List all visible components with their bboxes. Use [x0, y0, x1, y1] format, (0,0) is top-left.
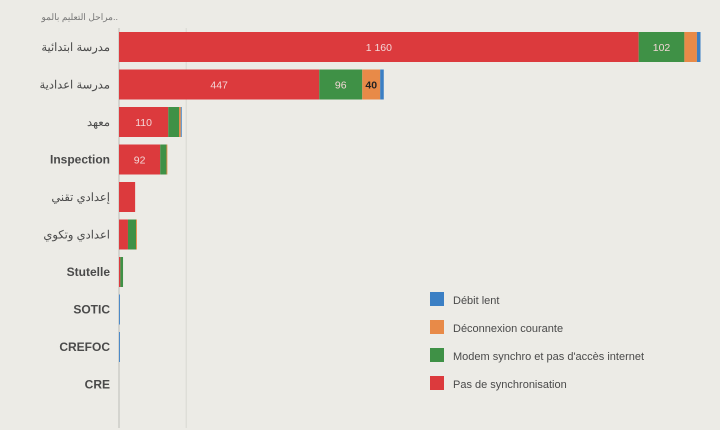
- bar-segment-d-connexion-courante: [166, 144, 168, 175]
- bar-segment-d-bit-lent: [380, 69, 384, 100]
- chart-title: مراحل التعليم بالمو..: [40, 12, 118, 23]
- legend-swatch: [430, 348, 444, 362]
- bar-segment-modem-synchro-et-pas-d-acc-s-internet: [127, 219, 137, 250]
- bar-segment-d-bit-lent: [180, 107, 182, 137]
- data-labels: 1 160 102 447 96 40 110 92: [134, 42, 671, 167]
- bar-segment-pas-de-synchronisation: [119, 32, 639, 62]
- legend-item: Modem synchro et pas d'accès internet: [430, 348, 644, 363]
- bar-segment-pas-de-synchronisation: [119, 257, 121, 287]
- category-label: اعدادي وتكوي: [43, 229, 110, 242]
- data-label: 92: [134, 155, 146, 167]
- data-label: 447: [210, 80, 228, 92]
- bar-segment-modem-synchro-et-pas-d-acc-s-internet: [319, 69, 363, 100]
- legend-label: Débit lent: [453, 295, 499, 307]
- data-label: 96: [335, 80, 347, 92]
- bar-segment-d-connexion-courante: [362, 69, 381, 100]
- bar-segment-pas-de-synchronisation: [119, 107, 169, 137]
- category-label: CRE: [85, 378, 110, 392]
- legend-label: Modem synchro et pas d'accès internet: [453, 351, 644, 363]
- legend-swatch: [430, 292, 444, 306]
- data-label: 110: [135, 117, 152, 129]
- bar-segment-modem-synchro-et-pas-d-acc-s-internet: [168, 107, 180, 137]
- bars: [119, 32, 701, 362]
- bar-segment-modem-synchro-et-pas-d-acc-s-internet: [160, 144, 167, 175]
- category-label: SOTIC: [73, 303, 110, 317]
- bar-segment-d-bit-lent: [696, 32, 701, 62]
- category-label: إعدادي تقني: [51, 191, 110, 205]
- legend-label: Déconnexion courante: [453, 323, 563, 335]
- category-label: معهد: [87, 117, 110, 129]
- category-label: CREFOC: [59, 340, 110, 354]
- category-label: Stutelle: [67, 265, 111, 279]
- bar-segment-pas-de-synchronisation: [119, 219, 128, 250]
- data-label: 40: [365, 80, 377, 92]
- bar-segment-d-connexion-courante: [136, 219, 137, 250]
- category-labels: مدرسة ابتدائية مدرسة اعدادية معهد Inspectio…: [39, 41, 110, 392]
- legend-item: Débit lent: [430, 292, 499, 307]
- bar-segment-d-bit-lent: [119, 294, 120, 325]
- category-label: مدرسة ابتدائية: [41, 41, 110, 54]
- bar-segment-d-connexion-courante: [179, 107, 181, 137]
- bar-segment-pas-de-synchronisation: [119, 182, 136, 212]
- bar-segment-pas-de-synchronisation: [119, 144, 161, 175]
- legend-swatch: [430, 376, 444, 390]
- category-label: Inspection: [50, 153, 110, 167]
- bar-segment-pas-de-synchronisation: [119, 69, 320, 100]
- bar-segment-d-bit-lent: [119, 332, 120, 362]
- category-label: مدرسة اعدادية: [39, 79, 110, 92]
- bar-segment-modem-synchro-et-pas-d-acc-s-internet: [638, 32, 685, 62]
- bar-segment-modem-synchro-et-pas-d-acc-s-internet: [120, 257, 124, 287]
- data-label: 1 160: [366, 42, 392, 54]
- bar-segment-d-connexion-courante: [684, 32, 697, 62]
- legend-swatch: [430, 320, 444, 334]
- legend-label: Pas de synchronisation: [453, 379, 567, 391]
- legend-item: Déconnexion courante: [430, 320, 563, 335]
- legend-item: Pas de synchronisation: [430, 376, 567, 391]
- data-label: 102: [653, 42, 671, 54]
- legend: Débit lent Déconnexion courante Modem sync…: [430, 292, 644, 391]
